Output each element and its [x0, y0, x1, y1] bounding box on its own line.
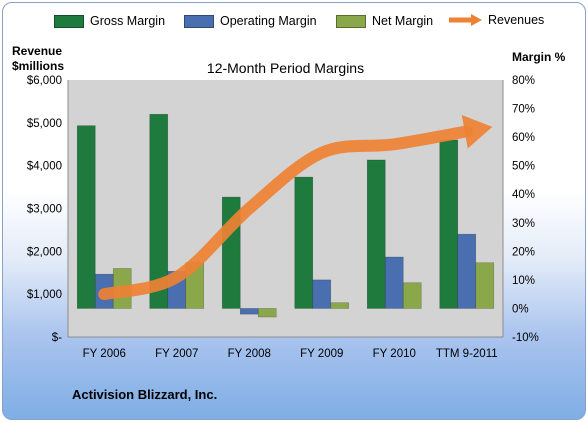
bar-operating-margin: [384, 256, 404, 309]
right-axis-tick-label: 60%: [512, 132, 535, 144]
bar-operating-margin: [312, 279, 332, 309]
bar-gross-margin: [294, 176, 314, 309]
bar-gross-margin: [439, 139, 459, 309]
x-axis-tick-label: FY 2006: [83, 348, 126, 360]
left-axis-tick-label: $2,000: [27, 246, 62, 258]
left-axis-tick-label: $4,000: [27, 161, 62, 173]
left-axis-tick-label: $1,000: [27, 289, 62, 301]
left-axis-title-line2: $millions: [12, 59, 65, 73]
revenue-arrow-head: [461, 115, 493, 149]
bar-operating-margin: [457, 233, 477, 309]
bar-net-margin: [330, 302, 350, 309]
right-axis-tick-label: 30%: [512, 218, 535, 230]
right-axis-tick-label: 0%: [512, 303, 529, 315]
left-axis-title: Revenue $millions: [12, 44, 64, 74]
left-axis-title-line1: Revenue: [12, 44, 63, 58]
legend-item-net-margin: Net Margin: [336, 14, 433, 28]
x-axis-tick-label: TTM 9-2011: [436, 348, 498, 360]
chart-title: 12-Month Period Margins: [207, 60, 364, 76]
right-axis-tick-label: 40%: [512, 189, 535, 201]
bar-gross-margin: [76, 125, 96, 309]
legend-item-gross-margin: Gross Margin: [54, 14, 165, 28]
bar-net-margin: [257, 308, 277, 318]
left-axis-tick-label: $6,000: [27, 75, 62, 87]
right-axis-tick-label: 10%: [512, 275, 535, 287]
plot-area: [68, 80, 503, 337]
legend-label-gross-margin: Gross Margin: [90, 14, 166, 28]
right-axis-tick-label: 50%: [512, 161, 535, 173]
x-axis-tick-label: FY 2009: [300, 348, 343, 360]
right-axis-tick-label: 20%: [512, 246, 535, 258]
company-name: Activision Blizzard, Inc.: [72, 387, 218, 402]
x-axis-tick-label: FY 2007: [155, 348, 198, 360]
legend-swatch-gross-margin: [54, 14, 84, 28]
legend-label-operating-margin: Operating Margin: [220, 14, 317, 28]
right-axis-tick-label: -10%: [512, 332, 539, 344]
bar-net-margin: [475, 262, 495, 309]
bar-net-margin: [402, 282, 422, 309]
x-axis-tick-label: FY 2008: [228, 348, 271, 360]
bar-gross-margin: [366, 159, 386, 309]
right-axis-title: Margin %: [512, 50, 566, 64]
left-axis-tick-label: $3,000: [27, 204, 62, 216]
legend-item-operating-margin: Operating Margin: [184, 14, 317, 28]
bar-gross-margin: [149, 113, 169, 309]
left-axis-tick-label: $5,000: [27, 118, 62, 130]
legend-arrow-icon: [449, 14, 482, 26]
legend-label-revenues: Revenues: [488, 13, 545, 27]
legend-label-net-margin: Net Margin: [372, 14, 434, 28]
left-axis-tick-label: $-: [52, 332, 62, 344]
right-axis-tick-label: 70%: [512, 104, 535, 116]
x-axis-tick-label: FY 2010: [373, 348, 416, 360]
legend-swatch-operating-margin: [184, 14, 214, 28]
legend-swatch-net-margin: [336, 14, 366, 28]
right-axis-tick-label: 80%: [512, 75, 535, 87]
revenue-line: [98, 125, 473, 301]
bar-operating-margin: [239, 308, 259, 315]
legend-item-revenues: Revenues: [448, 13, 544, 27]
